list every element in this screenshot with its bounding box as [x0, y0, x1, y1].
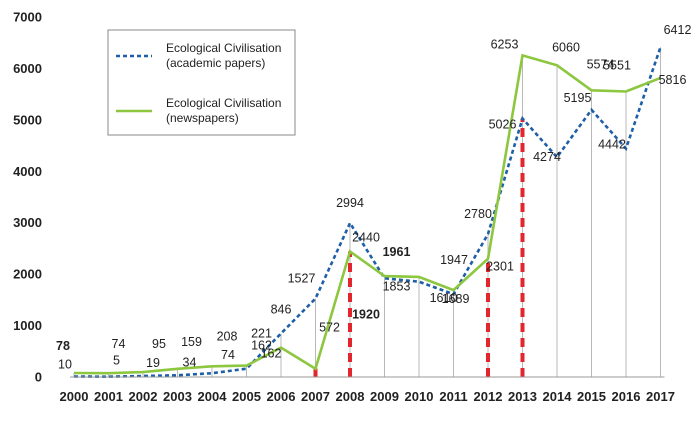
- x-tick-label-2009: 2009: [370, 389, 399, 404]
- legend: Ecological Civilisation (academic papers…: [107, 29, 296, 136]
- data-label-2003-34: 34: [183, 355, 197, 369]
- data-label-2016-5551: 5551: [603, 59, 631, 73]
- data-label-2005-221: 221: [251, 327, 272, 341]
- x-tick-label-2003: 2003: [163, 389, 192, 404]
- x-tick-label-2007: 2007: [301, 389, 330, 404]
- x-tick-label-2017: 2017: [646, 389, 675, 404]
- data-label-2014-6060: 6060: [552, 40, 580, 54]
- data-label-2014-4274: 4274: [533, 150, 561, 164]
- y-tick-label-6000: 6000: [13, 61, 42, 76]
- data-label-2012-2780: 2780: [464, 207, 492, 221]
- data-label-2006-162: 162: [261, 347, 282, 361]
- data-label-2003-159: 159: [181, 335, 202, 349]
- data-label-2017-6412: 6412: [664, 23, 692, 37]
- series-line-academic: [73, 46, 662, 379]
- data-label-2006-846: 846: [271, 302, 292, 316]
- y-tick-label-5000: 5000: [13, 112, 42, 127]
- data-label-2015-5574: 5574: [587, 57, 615, 71]
- x-tick-label-2014: 2014: [543, 389, 573, 404]
- x-tick-label-2010: 2010: [405, 389, 434, 404]
- x-tick-label-2005: 2005: [232, 389, 261, 404]
- data-label-2007-572: 572: [319, 321, 340, 335]
- x-tick-label-2002: 2002: [129, 389, 158, 404]
- legend-label-academic-line2: (academic papers): [166, 56, 265, 70]
- data-label-2001-5: 5: [113, 354, 120, 368]
- y-tick-label-3000: 3000: [13, 215, 42, 230]
- x-tick-label-2004: 2004: [198, 389, 228, 404]
- x-tick-label-2012: 2012: [474, 389, 503, 404]
- data-label-2015-5195: 5195: [564, 91, 592, 105]
- legend-label-academic-line1: Ecological Civilisation: [166, 41, 281, 55]
- y-tick-label-7000: 7000: [13, 10, 42, 25]
- legend-box: [107, 29, 296, 136]
- x-tick-label-2008: 2008: [336, 389, 365, 404]
- data-label-2000-78: 78: [56, 339, 70, 353]
- legend-label-newspapers-line2: (newspapers): [166, 111, 239, 125]
- x-tick-label-2013: 2013: [508, 389, 537, 404]
- series-line-newspapers: [73, 53, 661, 375]
- y-tick-label-4000: 4000: [13, 164, 42, 179]
- x-tick-label-2000: 2000: [60, 389, 89, 404]
- axes: 0 1000 2000 3000 4000 5000 6000 7000 2000 2001 200…: [13, 10, 675, 405]
- data-label-2004-208: 208: [217, 329, 238, 343]
- data-label-2008-2994: 2994: [336, 196, 364, 210]
- data-label-2011-1610: 1610: [430, 291, 458, 305]
- data-label-2010-1947: 1947: [440, 253, 468, 267]
- data-label-2000-10: 10: [58, 357, 72, 371]
- data-label-2008-2440: 2440: [352, 231, 380, 245]
- y-tick-label-1000: 1000: [13, 318, 42, 333]
- x-tick-label-2011: 2011: [439, 389, 467, 404]
- y-tick-label-0: 0: [35, 370, 42, 385]
- data-label-2013-5026: 5026: [489, 118, 517, 132]
- data-label-2016-4442: 4442: [598, 138, 626, 152]
- data-label-2008-1920: 1920: [352, 307, 380, 321]
- data-label-2002-19: 19: [146, 356, 160, 370]
- x-tick-label-2016: 2016: [612, 389, 641, 404]
- data-label-2013-6253: 6253: [491, 37, 519, 51]
- series-lines: [73, 46, 662, 379]
- data-label-2012-2301: 2301: [486, 260, 514, 274]
- x-tick-label-2001: 2001: [94, 389, 123, 404]
- data-label-2005-162: 162: [251, 339, 272, 353]
- data-label-2017-5816: 5816: [659, 73, 687, 87]
- legend-label-newspapers-line1: Ecological Civilisation: [166, 96, 281, 110]
- data-label-2004-74: 74: [221, 348, 235, 362]
- x-tick-label-2006: 2006: [267, 389, 296, 404]
- y-tick-label-2000: 2000: [13, 267, 42, 282]
- data-labels: 7810745951915934208742211628461621527572…: [56, 23, 691, 371]
- x-tick-label-2015: 2015: [577, 389, 606, 404]
- data-label-2011-1689: 1689: [442, 292, 470, 306]
- data-label-2009-1853: 1853: [383, 280, 411, 294]
- data-label-2009-1961: 1961: [383, 245, 411, 259]
- data-label-2001-74: 74: [112, 337, 126, 351]
- data-label-2002-95: 95: [152, 337, 166, 351]
- data-label-2007-1527: 1527: [288, 271, 316, 285]
